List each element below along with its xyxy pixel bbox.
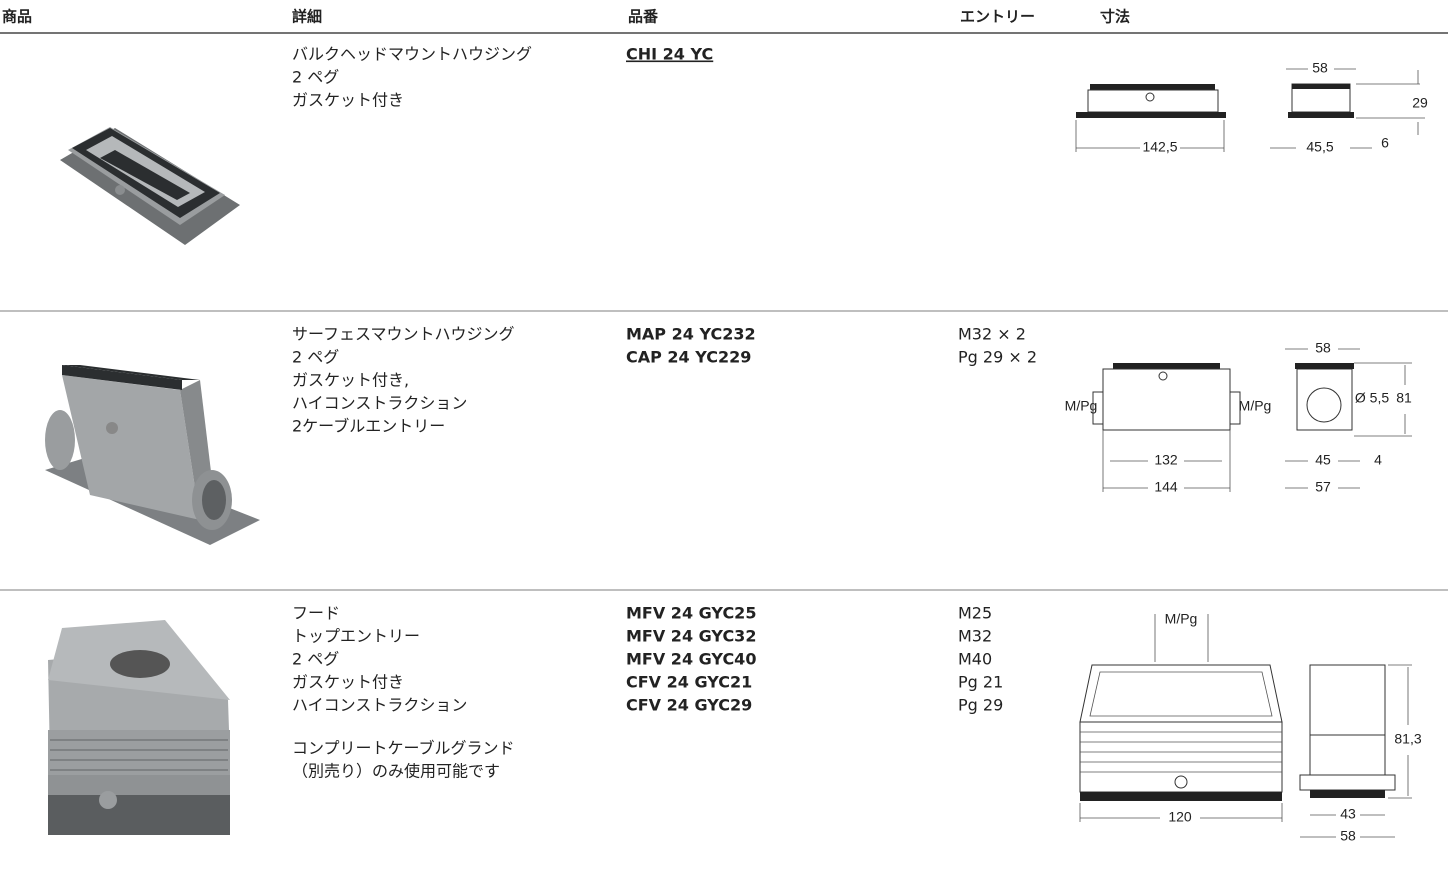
shape [48,795,230,835]
entry: Pg 29 × 2 [958,348,1037,367]
part-number: CFV 24 GYC29 [626,696,752,715]
entry: M25 [958,604,992,623]
shape [100,150,190,200]
shape [1079,664,1283,723]
shape [48,730,230,775]
shape [110,650,170,678]
shape [1309,734,1386,776]
detail-line: コンプリートケーブルグランド [292,739,515,758]
product-image [45,365,260,545]
shape [1310,790,1385,798]
shape [1080,731,1282,773]
dimension-label: 45 [1315,452,1331,468]
column-header: 詳細 [292,8,322,26]
dimension-label: 6 [1381,135,1389,151]
shape [1113,363,1220,369]
dimension-drawing [1079,614,1412,838]
shape [1080,792,1282,801]
dimension-label: 81 [1396,390,1412,406]
detail-line: トップエントリー [292,627,420,646]
detail-line: 2ケーブルエントリー [292,417,445,436]
product-image [60,127,240,245]
dimension-label: M/Pg [1239,398,1272,414]
dimension-label: 43 [1340,806,1356,822]
column-header: 商品 [2,8,32,26]
shape [106,422,118,434]
shape [1087,89,1219,113]
part-number: MFV 24 GYC40 [626,650,756,669]
detail-line: ガスケット付き [292,673,404,692]
shape [1089,671,1273,717]
column-header: 寸法 [1100,8,1130,26]
dimension-label: 142,5 [1142,139,1177,155]
shape [50,739,228,771]
shape [48,775,230,795]
entry: M32 [958,627,992,646]
detail-line: （別売り）のみ使用可能です [292,762,500,781]
dimension-label: 58 [1315,340,1331,356]
detail-line: フード [292,604,340,623]
dimension-label: 120 [1168,809,1192,825]
shape [1229,391,1241,425]
shape [45,410,75,470]
shape [1306,387,1342,423]
entry: Pg 21 [958,673,1003,692]
dimension-label: M/Pg [1165,611,1198,627]
detail-line: ハイコンストラクション [292,696,467,715]
dimension-label: Ø 5,5 [1355,390,1389,406]
shape [1296,368,1353,431]
shape [1145,92,1155,102]
detail-line: ハイコンストラクション [292,394,467,413]
detail-line: 2 ペグ [292,650,339,669]
shape [1174,775,1188,789]
detail-line: サーフェスマウントハウジング [292,325,515,344]
dimension-label: 58 [1312,60,1328,76]
detail-line: ガスケット付き [292,91,404,110]
shape [1309,664,1386,736]
shape [99,791,117,809]
dimension-label: 4 [1374,452,1382,468]
part-number: CFV 24 GYC21 [626,673,752,692]
dimension-drawing [1075,68,1425,152]
entry: Pg 29 [958,696,1003,715]
dimension-label: 81,3 [1394,731,1421,747]
shape [1288,112,1354,118]
product-image [48,620,230,835]
part-number: MAP 24 YC232 [626,325,756,344]
dimension-label: 132 [1154,452,1178,468]
shape [62,365,182,390]
shape [1299,774,1396,791]
shape [1076,112,1226,118]
shape [1295,363,1354,369]
dimension-label: M/Pg [1065,398,1098,414]
dimension-label: 45,5 [1306,139,1333,155]
entry: M32 × 2 [958,325,1026,344]
part-number: MFV 24 GYC25 [626,604,756,623]
shape [1092,391,1104,425]
column-header: 品番 [628,8,659,26]
shape [1090,84,1215,90]
dimension-label: 57 [1315,479,1331,495]
dimension-label: 144 [1154,479,1178,495]
dimension-drawing [1092,348,1412,492]
shape [1079,721,1283,793]
shape [115,185,125,195]
column-header: エントリー [960,8,1035,26]
detail-line: バルクヘッドマウントハウジング [292,45,532,64]
shape [202,480,226,520]
shape [1292,84,1350,89]
shape [62,375,200,520]
shape [1158,371,1168,381]
detail-line: ガスケット付き, [292,371,409,390]
detail-line: 2 ペグ [292,348,339,367]
part-number: CAP 24 YC229 [626,348,751,367]
part-number[interactable]: CHI 24 YC [626,45,713,64]
detail-line: 2 ペグ [292,68,339,87]
part-number: MFV 24 GYC32 [626,627,756,646]
shape [62,365,200,380]
dimension-label: 58 [1340,828,1356,844]
dimension-label: 29 [1412,95,1428,111]
entry: M40 [958,650,992,669]
